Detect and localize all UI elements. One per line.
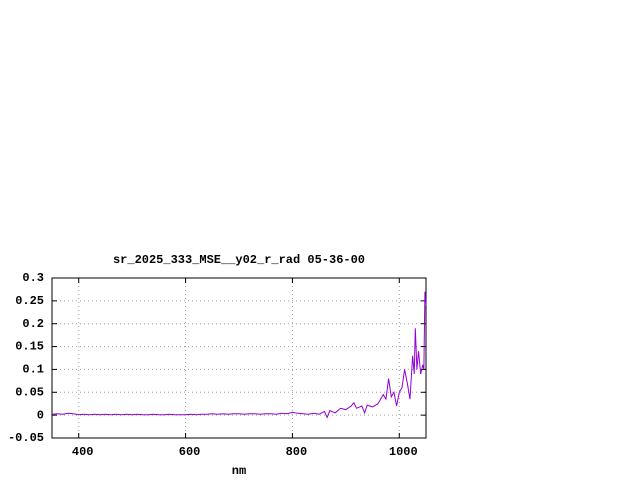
x-tick-label: 800 <box>286 445 308 459</box>
plot-border <box>51 277 427 439</box>
y-tick-label: 0.15 <box>15 340 44 354</box>
y-tick-label: 0.1 <box>22 363 44 377</box>
y-tick-label: -0.05 <box>8 431 44 445</box>
y-tick-label: 0.25 <box>15 294 44 308</box>
y-tick-label: 0.3 <box>22 271 44 285</box>
y-tick-label: 0 <box>37 408 44 422</box>
y-tick-label: 0.2 <box>22 317 44 331</box>
x-tick-label: 400 <box>72 445 94 459</box>
data-line <box>51 291 427 419</box>
x-tick-label: 1000 <box>389 445 418 459</box>
y-tick-label: 0.05 <box>15 385 44 399</box>
x-tick-label: 600 <box>179 445 201 459</box>
chart-title: sr_2025_333_MSE__y02_r_rad 05-36-00 <box>113 253 365 267</box>
x-axis-label: nm <box>232 464 246 478</box>
